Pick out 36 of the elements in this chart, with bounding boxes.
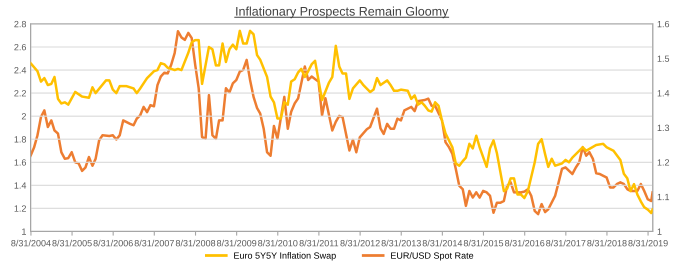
- y-tick-label: 2.4: [14, 67, 26, 74]
- chart-title: Inflationary Prospects Remain Gloomy: [236, 6, 448, 18]
- x-tick-label: 8/31/2006: [93, 240, 133, 246]
- y2-tick-label: 1.3: [658, 124, 670, 132]
- x-tick-label: 8/31/2012: [340, 240, 380, 246]
- y-tick-label: 1.4: [14, 182, 26, 189]
- y2-tick-label: 1.5: [658, 56, 670, 62]
- x-tick-label: 8/31/2015: [464, 240, 504, 246]
- y2-tick-label: 1.4: [658, 90, 670, 96]
- y-tick-label: 2.8: [14, 20, 26, 28]
- y2-tick-label: 1.2: [658, 159, 670, 166]
- legend-label: Euro 5Y5Y Inflation Swap: [234, 252, 336, 261]
- y-tick-label: 1.6: [14, 159, 26, 166]
- x-tick-label: 8/31/2013: [382, 240, 421, 246]
- x-tick-label: 8/31/2007: [134, 240, 174, 246]
- x-tick-label: 8/31/2004: [11, 240, 51, 246]
- y-tick-label: 2.6: [14, 44, 26, 50]
- y2-tick-label: 1.6: [658, 20, 670, 28]
- x-tick-label: 8/31/2011: [300, 240, 338, 246]
- y2-tick-label: 1.1: [658, 194, 670, 200]
- x-tick-label: 8/31/2008: [176, 240, 216, 246]
- y-tick-label: 1: [22, 228, 26, 235]
- x-tick-label: 8/31/2019: [628, 240, 668, 246]
- x-tick-label: 8/31/2017: [546, 240, 586, 246]
- x-tick-label: 8/31/2005: [52, 240, 92, 246]
- x-tick-label: 8/31/2009: [216, 240, 256, 246]
- y2-tick-label: 1: [658, 228, 662, 235]
- y-tick-label: 2: [22, 113, 26, 120]
- y-tick-label: 1.2: [14, 205, 26, 212]
- legend-label: EUR/USD Spot Rate: [391, 252, 474, 261]
- x-tick-label: 8/31/2018: [587, 240, 627, 246]
- x-tick-label: 8/31/2016: [505, 240, 544, 246]
- y-tick-label: 1.8: [14, 136, 26, 143]
- x-tick-label: 8/31/2014: [422, 240, 462, 246]
- y-tick-label: 2.2: [14, 90, 26, 96]
- x-tick-label: 8/31/2010: [258, 240, 298, 246]
